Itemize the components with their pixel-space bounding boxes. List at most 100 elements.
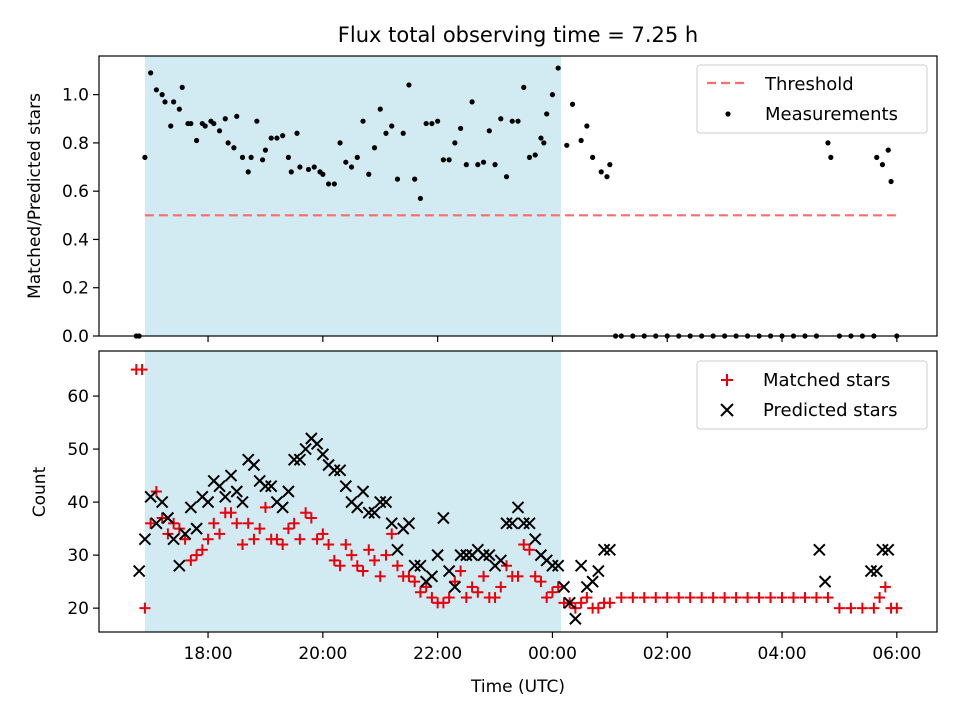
matched-star-point bbox=[145, 517, 157, 529]
predicted-star-point bbox=[563, 596, 576, 610]
matched-star-point bbox=[489, 592, 501, 604]
predicted-star-point bbox=[333, 464, 347, 477]
measurement-point bbox=[360, 118, 366, 124]
measurement-point bbox=[503, 174, 510, 180]
matched-star-point bbox=[615, 592, 627, 604]
y-tick-label: 0.0 bbox=[62, 327, 89, 347]
matched-star-point bbox=[420, 581, 432, 593]
measurement-point bbox=[245, 169, 251, 175]
matched-star-point bbox=[351, 560, 363, 572]
ratio-axes-frame bbox=[98, 55, 938, 337]
predicted-star-point bbox=[876, 543, 889, 557]
y-tick-label: 0.8 bbox=[62, 134, 89, 154]
predicted-star-point bbox=[178, 527, 192, 541]
matched-star-point bbox=[168, 517, 180, 529]
predicted-star-point bbox=[557, 580, 571, 594]
measurement-point bbox=[480, 159, 487, 165]
matched-star-point bbox=[650, 592, 662, 604]
count-x-ticks: 18:00 20:00 22:00 00:00 02:00 04:00 06:00 bbox=[184, 632, 921, 664]
legend-threshold-label: Threshold bbox=[764, 74, 854, 95]
predicted-star-point bbox=[460, 548, 473, 562]
predicted-star-point bbox=[287, 453, 301, 466]
matched-star-point bbox=[414, 586, 426, 598]
predicted-star-point bbox=[293, 453, 307, 466]
predicted-star-point bbox=[483, 548, 496, 562]
measurement-point bbox=[544, 111, 550, 117]
measurement-point bbox=[383, 130, 389, 136]
predicted-star-point bbox=[477, 548, 490, 562]
matched-star-point bbox=[856, 602, 868, 614]
matched-star-point bbox=[248, 533, 260, 545]
predicted-star-point bbox=[437, 511, 450, 525]
predicted-star-point bbox=[190, 522, 203, 535]
predicted-star-point bbox=[264, 479, 278, 493]
measurement-point bbox=[377, 106, 383, 112]
predicted-star-point bbox=[356, 485, 370, 498]
y-tick-label: 20 bbox=[67, 599, 89, 619]
matched-star-point bbox=[833, 602, 845, 614]
predicted-star-point bbox=[569, 612, 582, 625]
matched-star-point bbox=[328, 554, 340, 566]
matched-star-point bbox=[466, 581, 478, 593]
matched-star-point bbox=[552, 581, 564, 593]
x-axis-label: Time (UTC) bbox=[470, 677, 565, 697]
legend-matched-swatch bbox=[721, 374, 733, 386]
matched-star-point bbox=[874, 592, 886, 604]
measurement-point bbox=[225, 140, 231, 146]
matched-star-point bbox=[323, 539, 335, 551]
legend-measurements-label: Measurements bbox=[765, 104, 898, 125]
measurement-point bbox=[825, 140, 831, 146]
predicted-star-point bbox=[259, 479, 272, 493]
matched-star-point bbox=[443, 592, 455, 604]
measurement-point bbox=[458, 125, 464, 132]
measurement-point bbox=[153, 87, 159, 93]
matched-star-point bbox=[719, 592, 731, 604]
measurement-point bbox=[885, 147, 891, 153]
y-tick-label: 50 bbox=[67, 440, 89, 460]
matched-star-point bbox=[236, 539, 248, 551]
matched-star-point bbox=[214, 528, 226, 540]
matched-star-point bbox=[684, 592, 696, 604]
predicted-star-point bbox=[870, 564, 883, 578]
predicted-star-point bbox=[138, 533, 152, 546]
predicted-star-point bbox=[161, 511, 175, 525]
measurement-point bbox=[179, 84, 185, 90]
measurement-point bbox=[879, 162, 886, 168]
measurement-point bbox=[452, 140, 458, 146]
matched-star-point bbox=[822, 592, 834, 604]
count-panel: 20 30 40 50 60 18:00 20:00 22:00 00:00 02:00 04:0… bbox=[30, 350, 938, 697]
measurement-point bbox=[394, 176, 401, 182]
measurement-point bbox=[280, 133, 286, 139]
ratio-panel: 0.0 0.2 0.4 0.6 0.8 1.0 Matched/Predicted sta… bbox=[25, 55, 938, 347]
predicted-star-point bbox=[351, 501, 364, 514]
matched-star-point bbox=[334, 560, 346, 572]
measurement-point bbox=[216, 128, 223, 134]
measurement-point bbox=[492, 162, 498, 168]
measurement-point bbox=[888, 178, 894, 185]
count-axes-frame bbox=[98, 350, 938, 633]
matched-star-point bbox=[374, 570, 386, 582]
matched-star-point bbox=[707, 592, 719, 604]
measurement-point bbox=[429, 120, 435, 127]
matched-star-point bbox=[472, 586, 484, 598]
measurement-point bbox=[366, 171, 372, 177]
predicted-star-point bbox=[818, 575, 832, 588]
matched-star-point bbox=[604, 597, 616, 609]
predicted-star-point bbox=[310, 437, 324, 450]
matched-star-point bbox=[179, 533, 191, 545]
measurement-point bbox=[538, 135, 544, 141]
y-tick-label: 0.2 bbox=[62, 279, 89, 299]
matched-star-point bbox=[391, 560, 403, 572]
predicted-star-point bbox=[506, 517, 519, 530]
predicted-star-point bbox=[155, 495, 169, 509]
matched-star-point bbox=[799, 592, 811, 604]
measurement-point bbox=[578, 137, 584, 144]
y-tick-label: 1.0 bbox=[62, 86, 89, 106]
predicted-star-point bbox=[494, 554, 507, 567]
measurement-point bbox=[828, 154, 834, 160]
measurement-point bbox=[211, 120, 217, 127]
predicted-star-point bbox=[511, 501, 525, 514]
predicted-star-point bbox=[276, 501, 289, 514]
matched-star-point bbox=[380, 549, 392, 561]
matched-star-point bbox=[346, 549, 358, 561]
